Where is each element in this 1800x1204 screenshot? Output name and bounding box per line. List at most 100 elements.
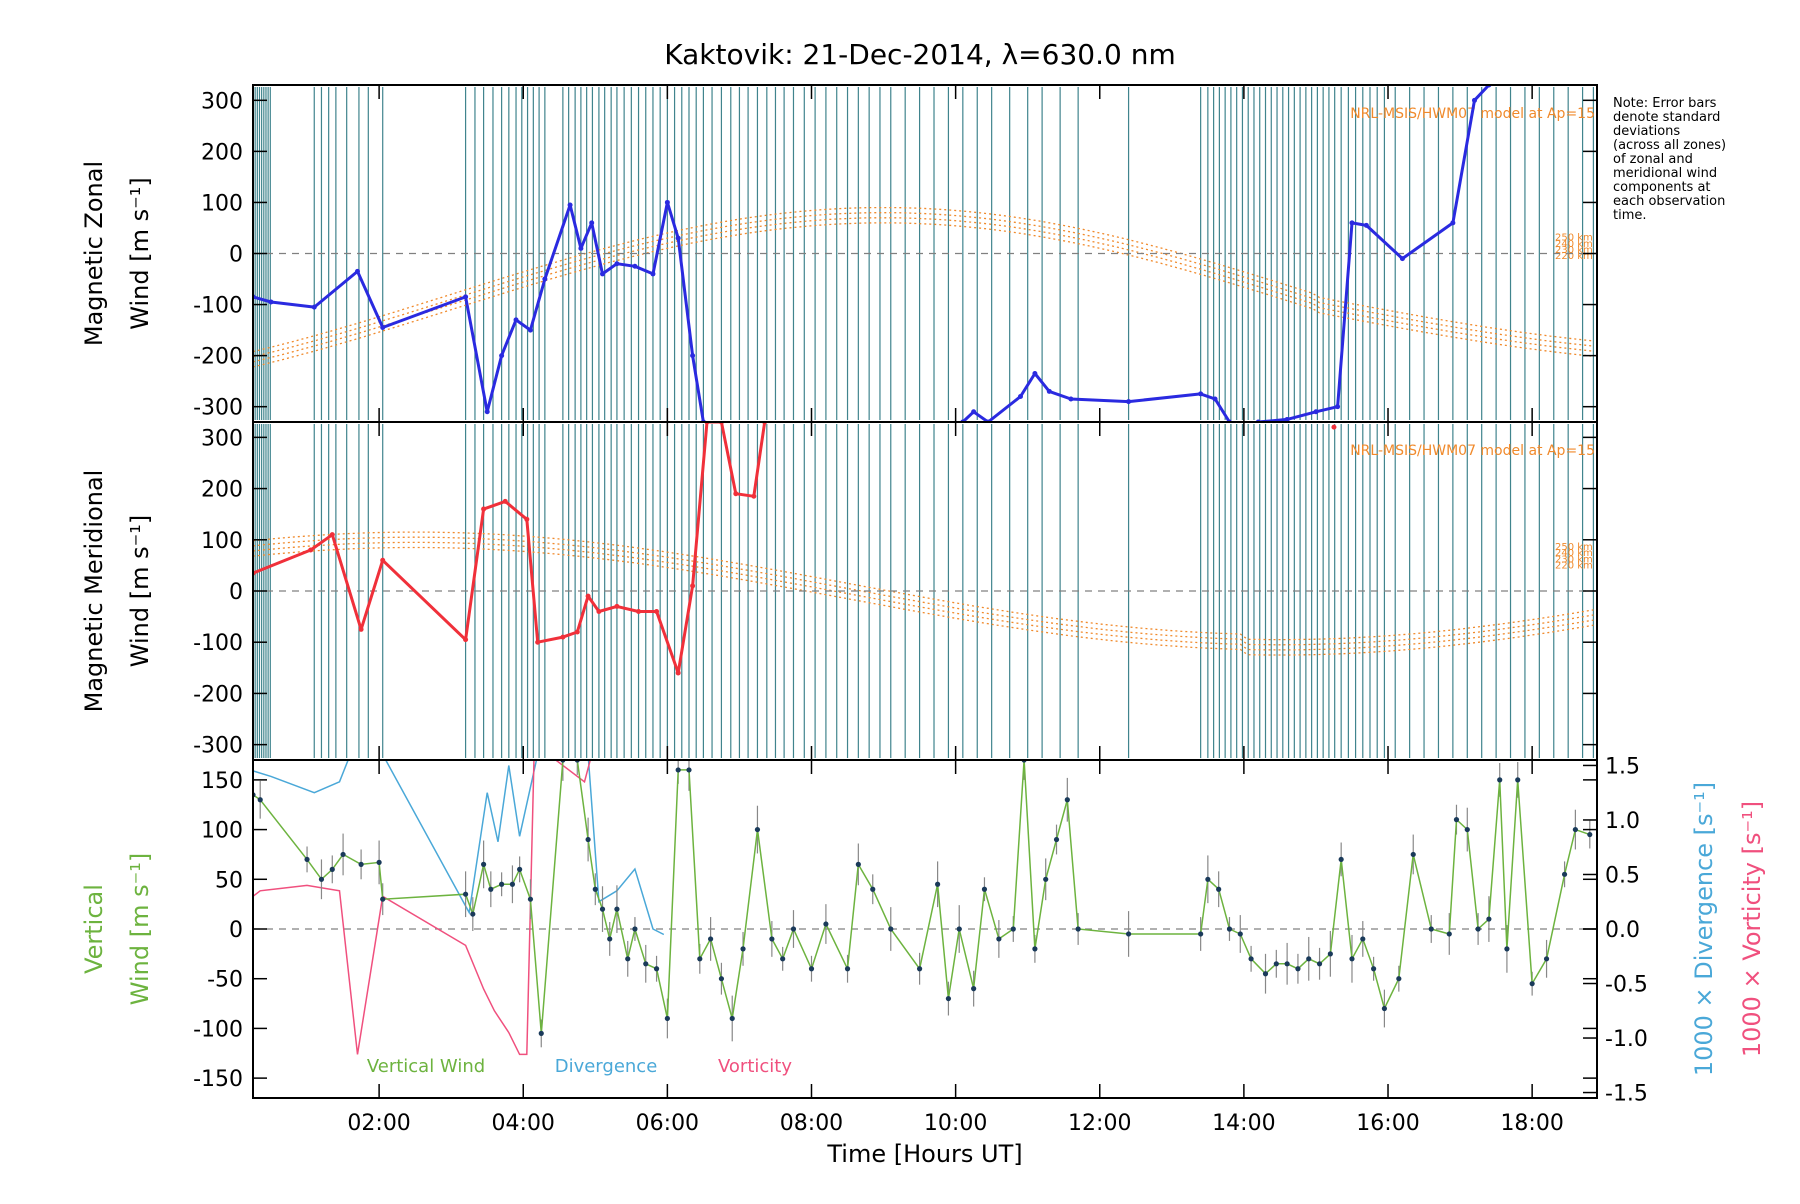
meridional-model-alt-label-1: 240 km <box>1555 548 1593 559</box>
meridional-point-0-17 <box>675 670 681 676</box>
vertical-point-56 <box>1032 946 1038 952</box>
zonal-point-0-13 <box>589 220 595 226</box>
zonal-series-line-2 <box>1258 85 1490 422</box>
legend-entry-2: Vorticity <box>718 1056 792 1077</box>
meridional-point-0-15 <box>636 608 642 614</box>
zonal-ylabel-line1: Magnetic Zonal <box>80 161 108 346</box>
meridional-ylabel-line2: Wind [m s⁻¹] <box>126 515 154 667</box>
vertical-point-75 <box>1338 856 1344 863</box>
vertical-point-69 <box>1273 961 1279 967</box>
legend-entry-0: Vertical Wind <box>367 1056 485 1077</box>
vertical-point-22 <box>599 906 606 912</box>
vertical-point-78 <box>1371 966 1377 972</box>
vertical-point-66 <box>1237 931 1243 937</box>
vertical-point-13 <box>499 881 505 887</box>
vertical-point-48 <box>935 881 941 887</box>
note-line-6: meridional wind <box>1613 166 1717 181</box>
vertical-point-62 <box>1198 931 1204 937</box>
vertical-point-17 <box>538 1030 544 1036</box>
vertical-point-10 <box>470 911 476 917</box>
zonal-point-1-3 <box>1017 393 1023 399</box>
zonal-model-curve-3 <box>252 206 1594 353</box>
vertical-point-5 <box>340 851 346 858</box>
zonal-ytick-label-5: 200 <box>201 140 243 165</box>
zonal-point-0-15 <box>614 261 620 267</box>
vertical-point-53 <box>996 936 1002 942</box>
vertical-point-74 <box>1327 951 1333 957</box>
vertical-point-92 <box>1543 956 1550 962</box>
zonal-ytick-label-3: 0 <box>229 243 243 268</box>
xtick-label-6: 14:00 <box>1212 1111 1275 1136</box>
meridional-model-alt-label-3: 220 km <box>1555 560 1593 571</box>
vertical-ytick-label-5: 100 <box>201 819 243 844</box>
zonal-series-line-1 <box>961 372 1231 422</box>
zonal-scan-lines <box>254 87 1594 420</box>
vertical-point-6 <box>358 861 364 867</box>
vertical-point-12 <box>488 886 494 892</box>
zonal-model-alt-label-2: 230 km <box>1555 245 1593 256</box>
meridional-model-curve-3 <box>252 531 1594 641</box>
vertical-ytick-label-0: -150 <box>193 1067 243 1092</box>
vertical-point-7 <box>376 859 382 865</box>
note-line-1: Note: Error bars <box>1613 96 1717 111</box>
zonal-point-0-8 <box>513 317 519 323</box>
vertical-point-20 <box>585 836 591 843</box>
vertical-data <box>253 760 1593 1056</box>
vertical-point-65 <box>1226 926 1233 932</box>
vertical-point-59 <box>1064 797 1070 803</box>
vertical-point-46 <box>888 926 894 932</box>
note-line-2: denote standard <box>1613 110 1720 125</box>
divergence-axis-label: 1000 × Divergence [s⁻¹] <box>1690 782 1718 1076</box>
vertical-wind-line <box>253 760 1591 1034</box>
legend-entry-1: Divergence <box>555 1056 658 1077</box>
vertical-point-11 <box>481 861 487 867</box>
vertical-point-45 <box>870 886 876 892</box>
figure-title: Kaktovik: 21-Dec-2014, λ=630.0 nm <box>664 38 1175 71</box>
vertical-ytick-label-1: -100 <box>193 1017 243 1042</box>
right-axis-tick-label-0: -1.5 <box>1605 1082 1648 1107</box>
vertical-point-61 <box>1125 931 1132 937</box>
x-axis-label: Time [Hours UT] <box>826 1140 1022 1168</box>
vertical-point-2 <box>304 856 310 863</box>
vertical-ylabel-line1: Vertical <box>80 884 108 974</box>
right-axis-tick-label-6: 1.5 <box>1605 754 1640 779</box>
zonal-point-0-7 <box>499 353 505 359</box>
vertical-ytick-label-4: 50 <box>215 868 243 893</box>
vertical-point-41 <box>808 966 815 972</box>
vertical-point-33 <box>708 936 714 942</box>
meridional-point-0-3 <box>358 626 364 632</box>
right-axis-tick-label-4: 0.5 <box>1605 863 1640 888</box>
meridional-ytick-label-6: 300 <box>201 426 243 451</box>
meridional-model-alt-label-0: 250 km <box>1555 542 1593 553</box>
zonal-point-2-1 <box>1284 416 1290 422</box>
xtick-label-5: 12:00 <box>1068 1111 1131 1136</box>
zonal-point-1-7 <box>1126 399 1132 405</box>
vertical-point-79 <box>1381 1005 1388 1012</box>
note-block: Note: Error bars denote standard deviati… <box>1613 96 1726 223</box>
note-line-5: of zonal and <box>1613 152 1693 167</box>
vertical-point-25 <box>625 956 631 962</box>
vertical-point-44 <box>855 861 861 867</box>
vertical-point-35 <box>729 1015 735 1022</box>
zonal-point-0-11 <box>567 202 573 208</box>
vertical-point-73 <box>1316 961 1323 967</box>
zonal-ylabel-line2: Wind [m s⁻¹] <box>126 177 154 329</box>
vertical-point-28 <box>653 966 660 972</box>
vertical-point-68 <box>1262 971 1269 977</box>
vertical-point-71 <box>1295 966 1301 972</box>
zonal-model-curve-2 <box>252 212 1594 358</box>
vertical-ytick-label-2: -50 <box>207 968 243 993</box>
vertical-point-23 <box>607 936 613 942</box>
meridional-point-0-6 <box>481 506 487 512</box>
vertical-point-63 <box>1205 876 1211 882</box>
vorticity-axis-label: 1000 × Vorticity [s⁻¹] <box>1738 801 1766 1057</box>
meridional-point-0-4 <box>380 557 386 563</box>
vertical-point-82 <box>1428 926 1434 932</box>
zonal-point-1-4 <box>1032 370 1038 376</box>
meridional-model-label: NRL-MSIS/HWM07 model at Ap=15 <box>1350 443 1595 459</box>
note-line-3: deviations <box>1613 124 1680 139</box>
vertical-ytick-label-6: 150 <box>201 769 243 794</box>
vertical-axes: -150 -100 -50 0 50 100 150 -1.5 -1.0 -0.5 0.0 0.5 1.… <box>193 754 1648 1136</box>
zonal-point-0-17 <box>650 271 656 277</box>
